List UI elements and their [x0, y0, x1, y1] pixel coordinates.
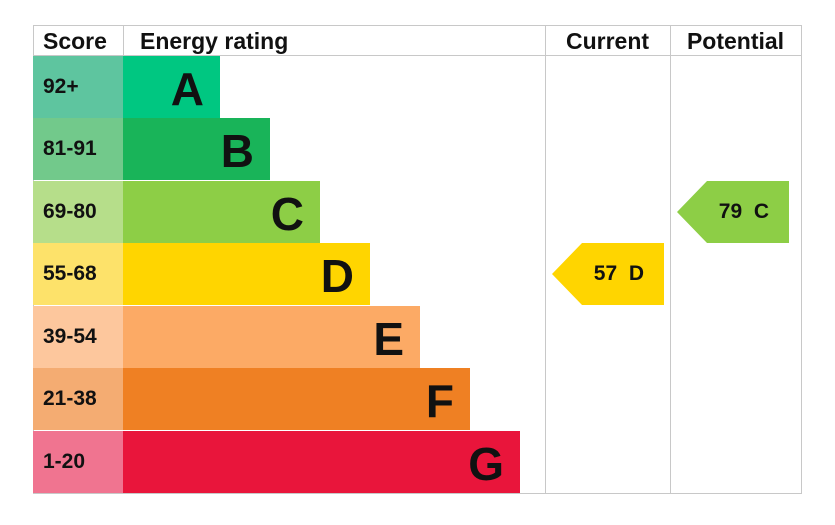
header-score: Score: [43, 28, 107, 54]
rating-bar-e: E: [123, 305, 420, 368]
top-border: [33, 25, 802, 26]
potential-divider: [670, 25, 671, 493]
potential-rating-arrow: 79 C: [677, 180, 789, 243]
score-range-d: 55-68: [33, 243, 123, 305]
header-current: Current: [565, 28, 650, 54]
header-energy-rating: Energy rating: [140, 28, 289, 54]
rating-letter: F: [425, 375, 454, 427]
header-potential: Potential: [686, 28, 785, 54]
rating-bar-g: G: [123, 430, 520, 493]
score-range-f: 21-38: [33, 368, 123, 430]
rating-bar-f: F: [123, 368, 470, 430]
score-range-a: 92+: [33, 55, 123, 118]
rating-letter: D: [320, 250, 354, 302]
current-rating-label: 57 D: [593, 262, 644, 285]
right-border: [801, 25, 802, 493]
rating-letter: E: [373, 312, 404, 365]
rating-bar-d: D: [123, 243, 370, 305]
score-range-b: 81-91: [33, 118, 123, 180]
rating-bar-b: B: [123, 118, 270, 180]
rating-letter: A: [170, 62, 204, 115]
rating-letter: C: [270, 187, 304, 240]
rating-letter: B: [220, 125, 254, 177]
score-range-e: 39-54: [33, 305, 123, 368]
score-range-g: 1-20: [33, 430, 123, 493]
score-range-c: 69-80: [33, 180, 123, 243]
rating-letter: G: [468, 437, 504, 490]
rating-bar-a: A: [123, 55, 220, 118]
potential-rating-label: 79 C: [718, 199, 769, 223]
current-rating-arrow: 57 D: [552, 243, 664, 305]
header-divider: [33, 55, 802, 56]
score-divider: [123, 25, 124, 55]
current-divider: [545, 25, 546, 493]
bottom-border: [33, 493, 802, 494]
rating-bar-c: C: [123, 180, 320, 243]
